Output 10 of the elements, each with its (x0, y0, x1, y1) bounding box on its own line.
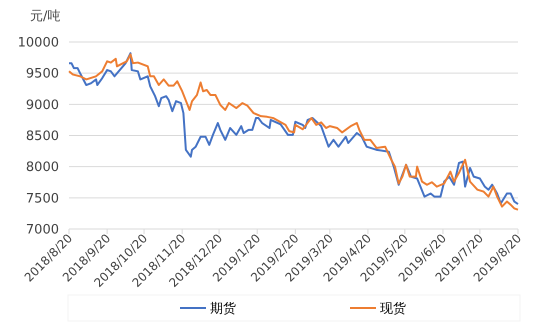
legend-label: 现货 (380, 302, 406, 317)
y-tick-label: 9500 (26, 66, 59, 82)
y-tick-label: 8000 (26, 160, 59, 176)
y-tick-label: 7500 (26, 191, 59, 206)
y-axis-title: 元/吨 (30, 9, 60, 24)
y-tick-label: 8500 (26, 129, 59, 144)
y-tick-label: 10000 (18, 36, 59, 51)
y-tick-label: 9000 (26, 98, 59, 113)
legend-label: 期货 (210, 302, 236, 317)
y-tick-label: 7000 (26, 222, 59, 238)
